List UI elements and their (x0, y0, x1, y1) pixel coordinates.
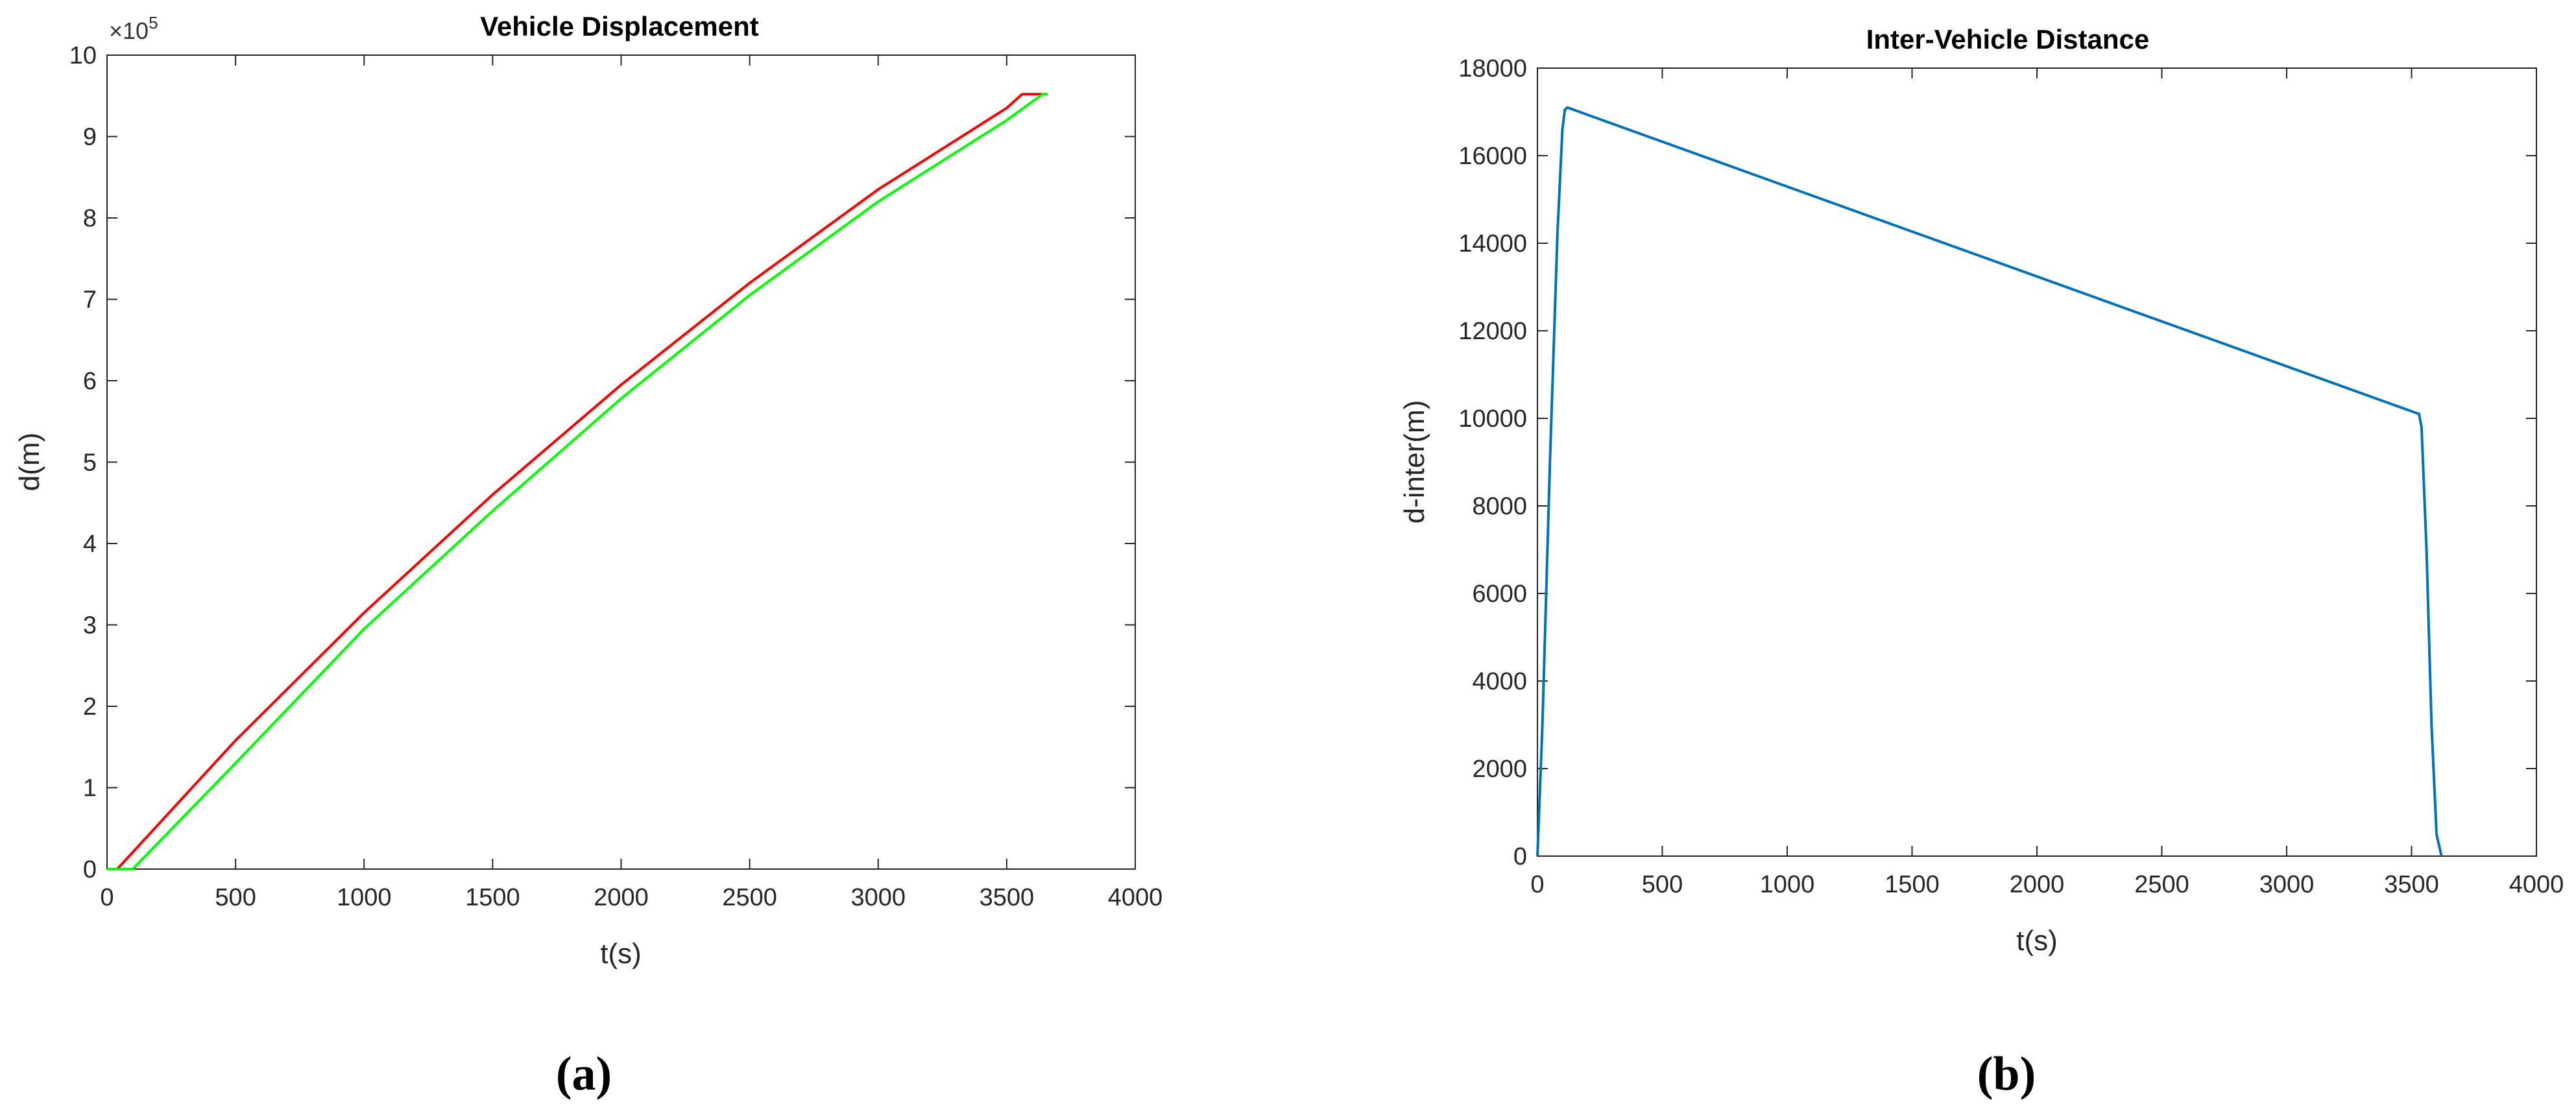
chart-b-ytick-label: 14000 (1458, 230, 1527, 257)
chart-a-series (107, 93, 1048, 870)
chart-a-ticks: 0 500 1000 1500 2000 2500 3000 3500 4000 0 1 2 3 4 5 6 7… (69, 42, 1163, 911)
chart-b-plot-area (1537, 67, 2537, 857)
chart-b-xtick-label: 3500 (2384, 871, 2439, 898)
chart-b-xtick-label: 2000 (2010, 871, 2065, 898)
chart-b-ytick-label: 10000 (1458, 405, 1527, 433)
chart-b-ytick-label: 2000 (1472, 756, 1527, 783)
chart-a-ytick-label: 5 (83, 449, 97, 477)
chart-a-plot-area (106, 54, 1136, 870)
caption-b: (b) (1977, 1047, 2036, 1101)
chart-a-series-line-2 (107, 93, 1048, 870)
chart-a-ytick-label: 7 (83, 287, 97, 314)
chart-a-ylabel: d(m) (14, 433, 45, 491)
chart-a-xlabel: t(s) (600, 938, 642, 970)
caption-a: (a) (556, 1047, 612, 1101)
chart-a-ytick-label: 0 (83, 856, 97, 883)
chart-a-ytick-label: 6 (83, 368, 97, 395)
chart-vehicle-displacement: Vehicle Displacement ×105 0 500 1000 1500 20… (14, 11, 1162, 1101)
chart-b-ytick-label: 12000 (1458, 318, 1527, 345)
chart-a-xtick-label: 2500 (722, 884, 777, 911)
chart-a-xtick-label: 0 (100, 884, 114, 911)
chart-b-xtick-label: 500 (1642, 871, 1683, 898)
chart-b-xlabel: t(s) (2016, 925, 2058, 957)
chart-b-series-line-1 (1536, 106, 2443, 857)
chart-b-ytick-label: 8000 (1472, 493, 1527, 520)
chart-a-title: Vehicle Displacement (480, 11, 759, 42)
chart-b-ytick-label: 4000 (1472, 668, 1527, 695)
chart-a-ytick-label: 10 (69, 42, 97, 69)
chart-b-xtick-label: 0 (1530, 871, 1544, 898)
chart-b-ylabel: d-inter(m) (1399, 400, 1430, 524)
chart-b-xtick-label: 2500 (2134, 871, 2189, 898)
chart-b-ytick-label: 0 (1513, 843, 1527, 870)
chart-a-xtick-label: 3500 (980, 884, 1035, 911)
chart-a-xtick-label: 4000 (1108, 884, 1163, 911)
chart-b-xtick-label: 1500 (1884, 871, 1940, 898)
chart-a-xtick-label: 1000 (337, 884, 392, 911)
chart-a-ytick-label: 1 (83, 775, 97, 802)
chart-b-ytick-label: 18000 (1458, 55, 1527, 82)
chart-a-ytick-label: 9 (83, 124, 97, 151)
chart-b-ticks: 0 500 1000 1500 2000 2500 3000 3500 4000 0 2000 400… (1458, 55, 2564, 898)
chart-b-title: Inter-Vehicle Distance (1866, 24, 2150, 54)
chart-a-exponent: ×105 (109, 13, 158, 44)
chart-inter-vehicle-distance: Inter-Vehicle Distance 0 500 1000 1500 2000 2… (1399, 24, 2564, 1101)
chart-a-xtick-label: 2000 (594, 884, 649, 911)
chart-a-ytick-label: 8 (83, 205, 97, 232)
chart-b-xtick-label: 4000 (2509, 871, 2564, 898)
chart-b-xtick-label: 3000 (2259, 871, 2315, 898)
chart-a-ytick-label: 2 (83, 693, 97, 721)
chart-a-ytick-label: 4 (83, 531, 97, 558)
chart-a-series-line-1 (107, 93, 1043, 870)
chart-a-xtick-label: 3000 (850, 884, 906, 911)
chart-b-ytick-label: 16000 (1458, 143, 1527, 170)
chart-b-xtick-label: 1000 (1760, 871, 1815, 898)
chart-b-series (1536, 106, 2443, 857)
chart-a-xtick-label: 500 (215, 884, 256, 911)
chart-b-ytick-label: 6000 (1472, 580, 1527, 608)
chart-a-ytick-label: 3 (83, 612, 97, 639)
chart-a-xtick-label: 1500 (465, 884, 520, 911)
